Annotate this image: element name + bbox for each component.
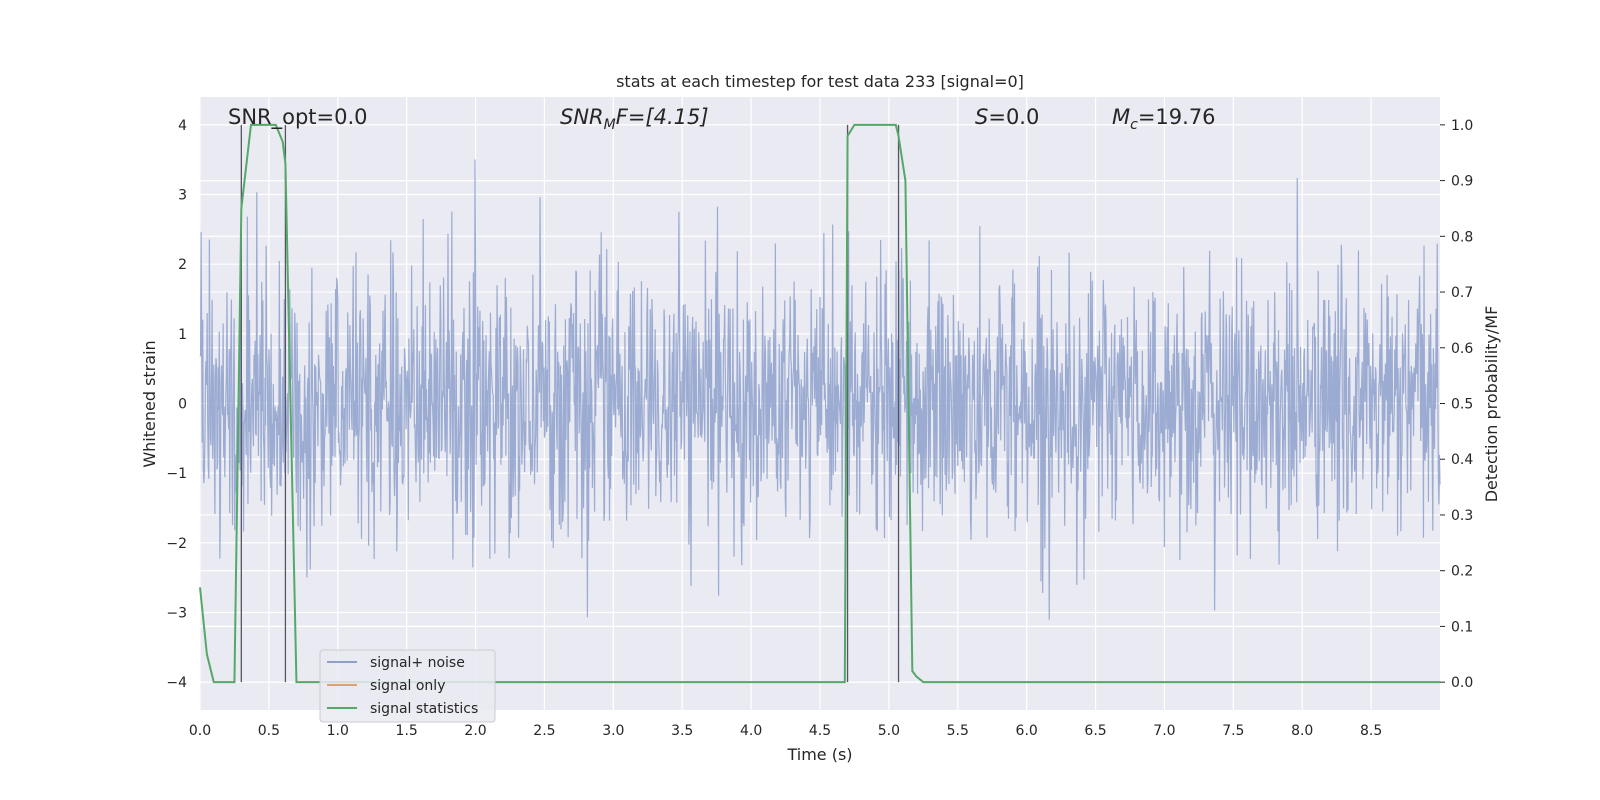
x-tick-label: 4.0 <box>740 723 762 739</box>
x-tick-label: 8.5 <box>1360 723 1382 739</box>
y-right-tick-label: 0.8 <box>1451 229 1473 245</box>
x-tick-label: 4.5 <box>809 723 831 739</box>
x-tick-label: 3.0 <box>602 723 624 739</box>
y-right-axis-label: Detection probability/MF <box>1482 306 1501 503</box>
annotation-s-rest: =0.0 <box>988 105 1039 129</box>
x-tick-label: 2.5 <box>533 723 555 739</box>
y-right-tick-label: 0.9 <box>1451 174 1473 190</box>
x-tick-label: 6.5 <box>1084 723 1106 739</box>
annotation-snr-mf-rest: F=[4.15] <box>616 105 709 129</box>
annotation-mc-sub: c <box>1130 117 1138 133</box>
legend-label-signal-statistics: signal statistics <box>370 701 478 717</box>
chart-title: stats at each timestep for test data 233… <box>616 72 1024 91</box>
x-tick-label: 5.5 <box>947 723 969 739</box>
x-tick-label: 7.0 <box>1153 723 1175 739</box>
x-tick-label: 8.0 <box>1291 723 1313 739</box>
x-tick-label: 7.5 <box>1222 723 1244 739</box>
annotation-mc-value: Mc=19.76 <box>1112 105 1216 133</box>
y-tick-label: −3 <box>166 605 187 621</box>
y-right-tick-label: 0.0 <box>1451 675 1473 691</box>
annotation-mc-rest: =19.76 <box>1138 105 1216 129</box>
series-signal-noise-line <box>199 159 1441 620</box>
y-right-tick-label: 0.4 <box>1451 452 1473 468</box>
y-right-tick-label: 0.2 <box>1451 564 1473 580</box>
x-tick-label: 6.0 <box>1016 723 1038 739</box>
annotation-snr-mf-sub: M <box>604 117 616 133</box>
annotation-s-main: S <box>975 105 988 129</box>
x-tick-label: 5.0 <box>878 723 900 739</box>
y-tick-label: 4 <box>178 118 187 134</box>
y-tick-label: 0 <box>178 397 187 413</box>
x-axis-label: Time (s) <box>786 745 852 764</box>
annotation-snr-mf-main: SNR <box>560 105 604 129</box>
y-tick-label: −4 <box>166 675 187 691</box>
x-tick-label: 1.5 <box>396 723 418 739</box>
signal-statistics-series <box>199 123 1440 684</box>
y-axis-label: Whitened strain <box>140 340 159 467</box>
y-right-tick-label: 0.1 <box>1451 619 1473 635</box>
legend-label-signal-only: signal only <box>370 678 445 694</box>
legend: signal+ noise signal only signal statist… <box>319 649 496 723</box>
annotation-s-value: S=0.0 <box>975 105 1039 129</box>
y-right-tick-label: 1.0 <box>1451 118 1473 134</box>
y-right-tick-label: 0.6 <box>1451 341 1473 357</box>
legend-box <box>319 649 496 723</box>
x-tick-label: 1.0 <box>327 723 349 739</box>
y-ticks: 4 3 2 1 0 −1 −2 −3 −4 <box>166 118 187 691</box>
annotation-snr-mf: SNRMF=[4.15] <box>560 105 709 133</box>
series-signal-statistics-line <box>199 123 1440 684</box>
y-tick-label: −1 <box>166 466 187 482</box>
y-right-tick-label: 0.5 <box>1451 397 1473 413</box>
y-right-ticks: 1.0 0.9 0.8 0.7 0.6 0.5 0.4 0.3 0.2 0.1 0.0 <box>1440 118 1473 691</box>
annotation-mc-main: M <box>1112 105 1130 129</box>
x-tick-label: 2.0 <box>464 723 486 739</box>
legend-label-signal-noise: signal+ noise <box>370 655 465 671</box>
y-right-tick-label: 0.7 <box>1451 285 1473 301</box>
y-right-tick-label: 0.3 <box>1451 508 1473 524</box>
x-tick-label: 0.5 <box>258 723 280 739</box>
annotation-snr-opt: SNR_opt=0.0 <box>228 105 368 130</box>
x-tick-label: 0.0 <box>189 723 211 739</box>
x-tick-label: 3.5 <box>671 723 693 739</box>
y-tick-label: −2 <box>166 536 187 552</box>
y-tick-label: 1 <box>178 327 187 343</box>
y-tick-label: 2 <box>178 257 187 273</box>
y-tick-label: 3 <box>178 188 187 204</box>
signal-noise-series <box>199 159 1441 620</box>
x-ticks: 0.0 0.5 1.0 1.5 2.0 2.5 3.0 3.5 4.0 4.5 5.0 5.5 6.0 6… <box>189 723 1382 739</box>
